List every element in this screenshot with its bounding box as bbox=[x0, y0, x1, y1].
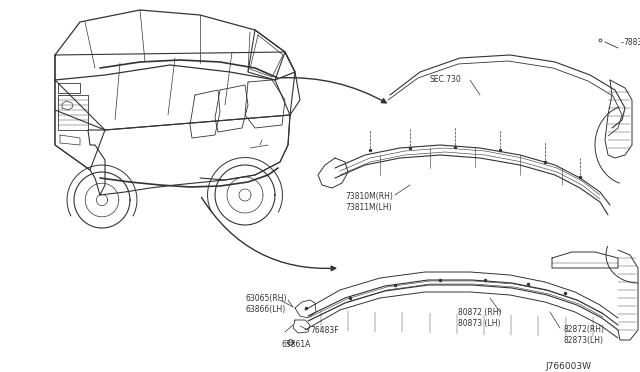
Text: 73811M(LH): 73811M(LH) bbox=[345, 203, 392, 212]
Text: 63861A: 63861A bbox=[282, 340, 312, 349]
Text: 82872(RH): 82872(RH) bbox=[564, 325, 605, 334]
Text: 63065(RH): 63065(RH) bbox=[245, 294, 287, 303]
Text: 73810M(RH): 73810M(RH) bbox=[345, 192, 393, 201]
Text: SEC.730: SEC.730 bbox=[430, 75, 461, 84]
Text: 80872 (RH): 80872 (RH) bbox=[458, 308, 502, 317]
Text: 82873(LH): 82873(LH) bbox=[564, 336, 604, 345]
Text: 63866(LH): 63866(LH) bbox=[245, 305, 285, 314]
Text: 78834E: 78834E bbox=[623, 38, 640, 47]
Text: 76483F: 76483F bbox=[310, 326, 339, 335]
Text: 80873 (LH): 80873 (LH) bbox=[458, 319, 500, 328]
Text: J766003W: J766003W bbox=[545, 362, 591, 371]
